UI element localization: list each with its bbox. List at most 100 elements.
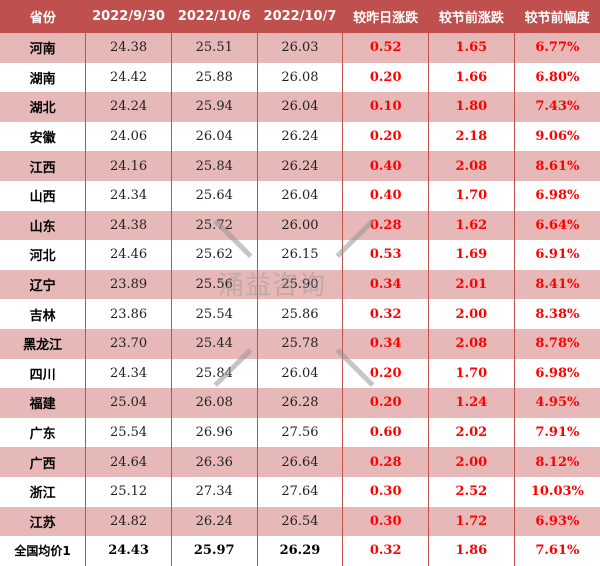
value-cell: 25.78 xyxy=(256,328,343,359)
value-cell: 0.28 xyxy=(342,210,429,241)
value-cell: 2.00 xyxy=(428,299,515,329)
value-cell: 0.34 xyxy=(342,269,429,300)
value-cell: 26.03 xyxy=(256,33,343,63)
province-cell: 黑龙江 xyxy=(0,328,86,359)
value-cell: 26.24 xyxy=(256,151,343,181)
value-cell: 26.64 xyxy=(256,447,343,477)
value-cell: 1.66 xyxy=(428,62,515,93)
value-cell: 25.72 xyxy=(170,210,258,241)
value-cell: 23.89 xyxy=(85,269,172,300)
value-cell: 0.32 xyxy=(342,536,429,566)
value-cell: 0.52 xyxy=(342,33,429,63)
value-cell: 26.24 xyxy=(256,121,343,152)
value-cell: 25.12 xyxy=(85,476,172,507)
province-cell: 江苏 xyxy=(0,506,86,537)
value-cell: 8.78% xyxy=(513,328,600,359)
column-header: 2022/10/7 xyxy=(257,0,343,33)
value-cell: 26.04 xyxy=(256,180,343,211)
value-cell: 26.04 xyxy=(170,121,258,152)
table-row: 山东 24.38 25.72 26.00 0.28 1.62 6.64% xyxy=(0,210,600,241)
value-cell: 2.01 xyxy=(428,269,515,300)
value-cell: 6.91% xyxy=(513,240,600,270)
value-cell: 27.34 xyxy=(170,476,258,507)
value-cell: 2.00 xyxy=(428,447,515,477)
value-cell: 25.88 xyxy=(170,62,258,93)
table-row: 山西 24.34 25.64 26.04 0.40 1.70 6.98% xyxy=(0,180,600,211)
value-cell: 0.32 xyxy=(342,299,429,329)
value-cell: 10.03% xyxy=(513,476,600,507)
value-cell: 24.82 xyxy=(85,506,172,537)
value-cell: 8.41% xyxy=(513,269,600,300)
value-cell: 23.70 xyxy=(85,328,172,359)
table-row: 吉林 23.86 25.54 25.86 0.32 2.00 8.38% xyxy=(0,299,600,329)
value-cell: 26.04 xyxy=(256,92,343,122)
value-cell: 1.24 xyxy=(428,388,515,418)
value-cell: 25.04 xyxy=(85,388,172,418)
value-cell: 7.91% xyxy=(513,417,600,448)
value-cell: 25.54 xyxy=(170,299,258,329)
value-cell: 0.53 xyxy=(342,240,429,270)
province-cell: 辽宁 xyxy=(0,269,86,300)
value-cell: 1.65 xyxy=(428,33,515,63)
column-header: 较昨日涨跌 xyxy=(342,0,429,33)
table-row: 全国均价1 24.43 25.97 26.29 0.32 1.86 7.61% xyxy=(0,536,600,566)
value-cell: 25.56 xyxy=(170,269,258,300)
province-cell: 吉林 xyxy=(29,308,56,324)
value-cell: 26.04 xyxy=(256,358,343,389)
value-cell: 24.64 xyxy=(85,447,172,477)
province-cell: 江西 xyxy=(0,151,86,181)
value-cell: 27.64 xyxy=(256,476,343,507)
table-row: 江西 24.16 25.84 26.24 0.40 2.08 8.61% xyxy=(0,151,600,181)
province-cell: 山西 xyxy=(29,190,56,206)
province-cell: 全国均价1 xyxy=(14,544,71,559)
province-cell: 湖北 xyxy=(0,92,86,122)
province-cell: 湖南 xyxy=(29,71,56,87)
value-cell: 8.38% xyxy=(513,299,600,329)
table-row: 湖北 24.24 25.94 26.04 0.10 1.80 7.43% xyxy=(0,92,600,122)
value-cell: 6.77% xyxy=(513,33,600,63)
province-cell: 广东 xyxy=(29,427,56,443)
value-cell: 23.86 xyxy=(85,299,172,329)
value-cell: 0.34 xyxy=(342,328,429,359)
value-cell: 25.90 xyxy=(256,269,343,300)
table-row: 浙江 25.12 27.34 27.64 0.30 2.52 10.03% xyxy=(0,476,600,507)
value-cell: 25.94 xyxy=(170,92,258,122)
value-cell: 26.08 xyxy=(256,62,343,93)
province-cell: 山东 xyxy=(0,210,86,241)
value-cell: 24.24 xyxy=(85,92,172,122)
value-cell: 0.10 xyxy=(342,92,429,122)
value-cell: 25.54 xyxy=(85,417,172,448)
value-cell: 26.29 xyxy=(256,536,343,566)
value-cell: 24.38 xyxy=(85,33,172,63)
value-cell: 25.84 xyxy=(170,358,258,389)
column-header: 较节前涨跌 xyxy=(428,0,515,33)
value-cell: 0.20 xyxy=(342,62,429,93)
province-cell: 浙江 xyxy=(29,486,56,502)
value-cell: 2.18 xyxy=(428,121,515,152)
column-header: 省份 xyxy=(0,0,86,33)
value-cell: 24.46 xyxy=(85,240,172,270)
value-cell: 2.02 xyxy=(428,417,515,448)
value-cell: 25.84 xyxy=(170,151,258,181)
value-cell: 6.80% xyxy=(513,62,600,93)
province-cell: 福建 xyxy=(0,388,86,418)
value-cell: 24.06 xyxy=(85,121,172,152)
value-cell: 25.62 xyxy=(170,240,258,270)
value-cell: 26.54 xyxy=(256,506,343,537)
value-cell: 26.24 xyxy=(170,506,258,537)
value-cell: 0.30 xyxy=(342,476,429,507)
table-row: 四川 24.34 25.84 26.04 0.20 1.70 6.98% xyxy=(0,358,600,389)
value-cell: 27.56 xyxy=(256,417,343,448)
value-cell: 25.44 xyxy=(170,328,258,359)
table-row: 广东 25.54 26.96 27.56 0.60 2.02 7.91% xyxy=(0,417,600,448)
table-row: 河南 24.38 25.51 26.03 0.52 1.65 6.77% xyxy=(0,33,600,63)
table-row: 安徽 24.06 26.04 26.24 0.20 2.18 9.06% xyxy=(0,121,600,152)
value-cell: 25.64 xyxy=(170,180,258,211)
value-cell: 0.20 xyxy=(342,121,429,152)
value-cell: 0.30 xyxy=(342,506,429,537)
province-cell: 河南 xyxy=(0,33,86,63)
value-cell: 1.70 xyxy=(428,180,515,211)
value-cell: 26.15 xyxy=(256,240,343,270)
value-cell: 1.62 xyxy=(428,210,515,241)
